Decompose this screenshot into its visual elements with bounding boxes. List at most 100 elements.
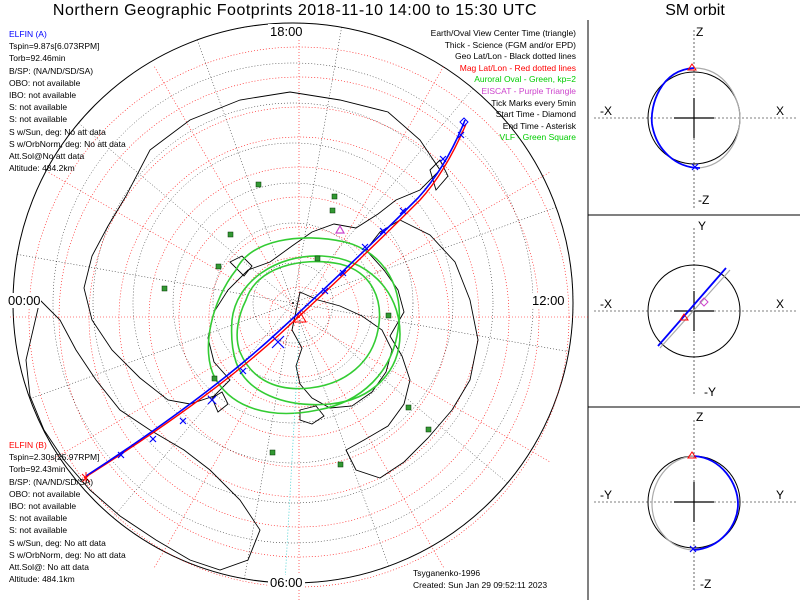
tick-mark bbox=[271, 335, 285, 349]
tick-mark bbox=[239, 367, 247, 375]
tick-mark bbox=[207, 395, 217, 405]
legend-item: Thick - Science (FGM and/or EPD) bbox=[444, 39, 576, 50]
earth-circle bbox=[647, 264, 741, 358]
time-label-left: 00:00 bbox=[8, 293, 41, 308]
time-label-bottom: 06:00 bbox=[268, 575, 305, 590]
vlf-stations bbox=[161, 181, 432, 468]
sm-orbit-panel-2 bbox=[594, 228, 796, 396]
elfin-b-line: Att.Sol@: No att data bbox=[9, 562, 89, 573]
eurasia-outline bbox=[83, 91, 441, 405]
british-isles-outline bbox=[211, 391, 229, 413]
vlf-station bbox=[405, 404, 412, 411]
map-legend: Earth/Oval View Center Time (triangle) Th… bbox=[431, 28, 576, 144]
vlf-station bbox=[385, 312, 392, 319]
geo-lat-circle bbox=[132, 142, 454, 464]
elfin-a-line: IBO: not available bbox=[9, 90, 77, 101]
auroral-oval-inner bbox=[236, 260, 381, 390]
mag-lon-line bbox=[298, 316, 551, 463]
elfin-b-line: S: not available bbox=[9, 513, 68, 524]
page-title: Northern Geographic Footprints 2018-11-1… bbox=[52, 2, 538, 19]
mag-lon-line bbox=[47, 171, 300, 318]
elfin-a-line: S w/OrbNorm, deg: No att data bbox=[9, 138, 126, 149]
panel1-label-left: -X bbox=[600, 104, 612, 118]
africa-arabia-outline bbox=[25, 299, 261, 571]
tick-mark bbox=[321, 287, 329, 295]
tick-mark bbox=[439, 155, 447, 163]
auroral-oval-second bbox=[230, 255, 401, 406]
eiscat-triangle bbox=[334, 224, 346, 234]
mag-lon-line bbox=[153, 65, 300, 318]
elfin-a-line: Tspin=9.87s[6.073RPM] bbox=[9, 41, 100, 52]
elfin-b-line: Torb=92.43min bbox=[9, 464, 66, 475]
vlf-station bbox=[337, 461, 344, 468]
legend-item: Earth/Oval View Center Time (triangle) bbox=[430, 28, 576, 38]
mag-lon-line bbox=[298, 316, 445, 569]
tick-mark bbox=[179, 417, 187, 425]
vlf-station bbox=[331, 193, 338, 200]
orbit-a bbox=[693, 455, 739, 551]
geo-lat-circle bbox=[252, 262, 334, 344]
vlf-station bbox=[215, 263, 222, 270]
auroral-oval-outer bbox=[207, 237, 401, 415]
panel2-label-top: Y bbox=[698, 219, 707, 233]
legend-item: End Time - Asterisk bbox=[502, 120, 576, 131]
vlf-station bbox=[227, 231, 234, 238]
orbit-b bbox=[651, 455, 695, 551]
end-asterisk bbox=[81, 472, 91, 484]
tick-mark bbox=[339, 269, 347, 277]
mag-lon-line bbox=[298, 65, 445, 318]
elfin-b-line: S: not available bbox=[9, 525, 68, 536]
tick-mark bbox=[399, 207, 407, 215]
elfin-b-name: ELFIN (B) bbox=[9, 440, 47, 450]
legend-item: Start Time - Diamond bbox=[495, 109, 576, 120]
panel3-label-left: -Y bbox=[600, 488, 612, 502]
mag-lon-line bbox=[153, 316, 300, 569]
orbit-a bbox=[650, 67, 701, 169]
polar-map bbox=[9, 22, 589, 600]
elfin-b-lines: Tspin=2.30s[25.97RPM] Torb=92.43min B/SP: … bbox=[9, 451, 126, 585]
vlf-station bbox=[211, 375, 218, 382]
orbit-a bbox=[657, 267, 727, 347]
panel1-label-right: X bbox=[776, 104, 785, 118]
geo-lat-circle bbox=[172, 182, 414, 424]
elfin-b-line: Tspin=2.30s[25.97RPM] bbox=[9, 452, 100, 463]
sm-orbit-title: SM orbit bbox=[665, 2, 725, 19]
orbit-asterisk bbox=[691, 163, 699, 171]
time-label-top: 18:00 bbox=[268, 24, 305, 39]
north-america-outline bbox=[345, 219, 479, 479]
panel2-label-right: X bbox=[776, 297, 785, 311]
geo-lat-circle bbox=[212, 222, 374, 384]
time-label-right: 12:00 bbox=[532, 293, 565, 308]
greenland-outline bbox=[291, 291, 393, 409]
iceland-outline bbox=[299, 405, 325, 425]
view-center-triangle bbox=[293, 311, 307, 323]
orbit-triangle bbox=[687, 451, 697, 459]
panel3-label-right: Y bbox=[776, 488, 785, 502]
tick-mark bbox=[457, 131, 465, 139]
elfin-a-line: B/SP: (NA/ND/SD/SA) bbox=[9, 65, 94, 76]
elfin-b-line: IBO: not available bbox=[9, 501, 77, 512]
elfin-b-line: S w/Sun, deg: No att data bbox=[9, 537, 106, 548]
vlf-station bbox=[255, 181, 262, 188]
orbit-triangle bbox=[687, 63, 697, 71]
coastlines bbox=[25, 91, 479, 571]
panel3-label-bottom: -Z bbox=[700, 577, 712, 591]
elfin-a-line: Torb=92.46min bbox=[9, 53, 66, 64]
credit-author: Tsyganenko-1996 bbox=[413, 568, 481, 578]
vlf-station bbox=[329, 207, 336, 214]
panel3-label-top: Z bbox=[696, 410, 704, 424]
legend-item: Mag Lat/Lon - Red dotted lines bbox=[459, 62, 576, 73]
track-tick-marks bbox=[117, 131, 465, 459]
elfin-a-info: ELFIN (A) Tspin=9.87s[6.073RPM] Torb=92.4… bbox=[9, 28, 126, 174]
sm-orbit-panel-1 bbox=[594, 30, 796, 208]
elfin-a-line: S: not available bbox=[9, 102, 68, 113]
legend-item: EISCAT - Purple Triangle bbox=[481, 85, 576, 96]
vlf-station bbox=[425, 426, 432, 433]
vlf-station bbox=[269, 449, 276, 456]
vlf-station bbox=[314, 255, 321, 262]
tick-mark bbox=[361, 243, 369, 251]
elfin-a-line: S: not available bbox=[9, 114, 68, 125]
svalbard-outline bbox=[229, 255, 253, 277]
auroral-oval bbox=[207, 237, 401, 415]
panel2-label-left: -X bbox=[600, 297, 612, 311]
